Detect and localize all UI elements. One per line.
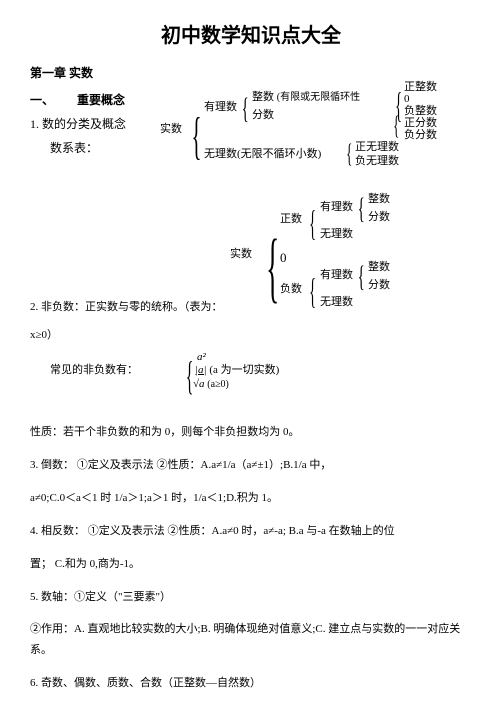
f2-note: (a 为一切实数) (209, 364, 279, 376)
property-text: 性质：若干个非负数的和为 0，则每个非负担数均为 0。 (30, 422, 472, 443)
brace-icon: { (309, 195, 316, 253)
d1-b2: 无理数(无限不循环小数) (204, 148, 321, 160)
item4b-text: 置； C.和为 0,商为-1。 (30, 554, 472, 575)
item6-text: 6. 奇数、偶数、质数、合数（正整数—自然数） (30, 673, 472, 694)
d2-b3: 负数 (280, 283, 302, 295)
brace-icon: { (191, 95, 201, 178)
section-num: 一、 (30, 93, 54, 107)
d2-b12: 无理数 (320, 228, 353, 240)
f3-note: (a≥0) (207, 379, 229, 390)
d1-b11-note: (有限或无限循环性 (277, 92, 360, 103)
f2: |a| (195, 364, 207, 376)
item2-cond: x≥0） (30, 329, 58, 341)
d1-root: 实数 (160, 123, 182, 135)
item5-text: 5. 数轴：①定义（"三要素"） (30, 587, 472, 608)
item3-text: 3. 倒数： ①定义及表示法 ②性质：A.a≠1/a（a≠±1）;B.1/a 中… (30, 455, 472, 476)
d1-leaf7: 负无理数 (355, 155, 399, 167)
item1-label: 数的分类及概念 (42, 117, 126, 131)
item1-num: 1. (30, 117, 39, 131)
d1-b1: 有理数 (204, 101, 237, 113)
brace-icon: { (266, 205, 279, 330)
d2-leaf3: 整数 (368, 261, 390, 273)
d2-leaf4: 分数 (368, 279, 390, 291)
d2-b2: 0 (280, 250, 287, 265)
brace-icon: { (346, 133, 352, 175)
item2-num: 2. (30, 301, 38, 313)
brace-icon: { (242, 85, 249, 133)
item2-text: 非负数：正实数与零的统称。（表为： (41, 301, 223, 313)
brace-icon: { (358, 253, 365, 301)
d2-b31: 有理数 (320, 269, 353, 281)
f3: √a (193, 378, 205, 390)
d2-b11: 有理数 (320, 201, 353, 213)
d2-leaf2: 分数 (368, 211, 390, 223)
brace-icon: { (358, 185, 365, 233)
d1-b11: 整数 (252, 91, 274, 103)
diagram2-area: 实数 { 正数 { 有理数 无理数 { 整数 分数 0 负数 { 有理数 无理数… (30, 191, 472, 321)
formula-area: 常见的非负数有： { a² |a| (a 为一切实数) √a (a≥0) (30, 358, 472, 398)
section-label: 重要概念 (77, 93, 125, 107)
d2-b32: 无理数 (320, 296, 353, 308)
d2-root: 实数 (230, 248, 252, 260)
item4-text: 4. 相反数： ①定义及表示法 ②性质：A.a≠0 时，a≠-a; B.a 与-… (30, 521, 472, 542)
d2-leaf1: 整数 (368, 193, 390, 205)
d1-leaf5: 负分数 (404, 129, 437, 141)
d1-b12: 分数 (252, 109, 274, 121)
item1-sublabel: 数系表： (50, 141, 98, 155)
brace-icon: { (309, 263, 316, 321)
item3b-text: a≠0;C.0＜a＜1 时 1/a＞1;a＞1 时，1/a＜1;D.积为 1。 (30, 488, 472, 509)
d1-leaf6: 正无理数 (355, 141, 399, 153)
diagram1-area: 一、 重要概念 1. 数的分类及概念 数系表： 实数 { 有理数 { 整数 (有… (30, 91, 472, 191)
d2-b1: 正数 (280, 213, 302, 225)
item5b-text: ②作用：A. 直观地比较实数的大小;B. 明确体现绝对值意义;C. 建立点与实数… (30, 619, 472, 661)
page-title: 初中数学知识点大全 (30, 20, 472, 52)
item2-common: 常见的非负数有： (50, 364, 138, 376)
